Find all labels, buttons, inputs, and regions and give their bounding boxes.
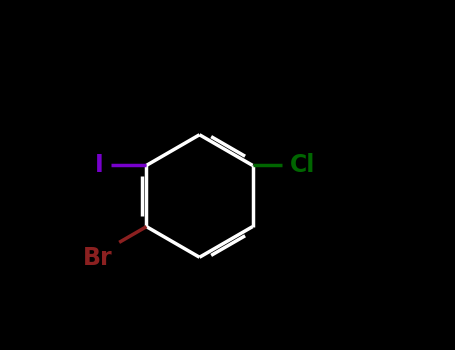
Text: I: I xyxy=(95,153,104,177)
Text: Br: Br xyxy=(83,246,112,270)
Text: Cl: Cl xyxy=(290,153,315,177)
